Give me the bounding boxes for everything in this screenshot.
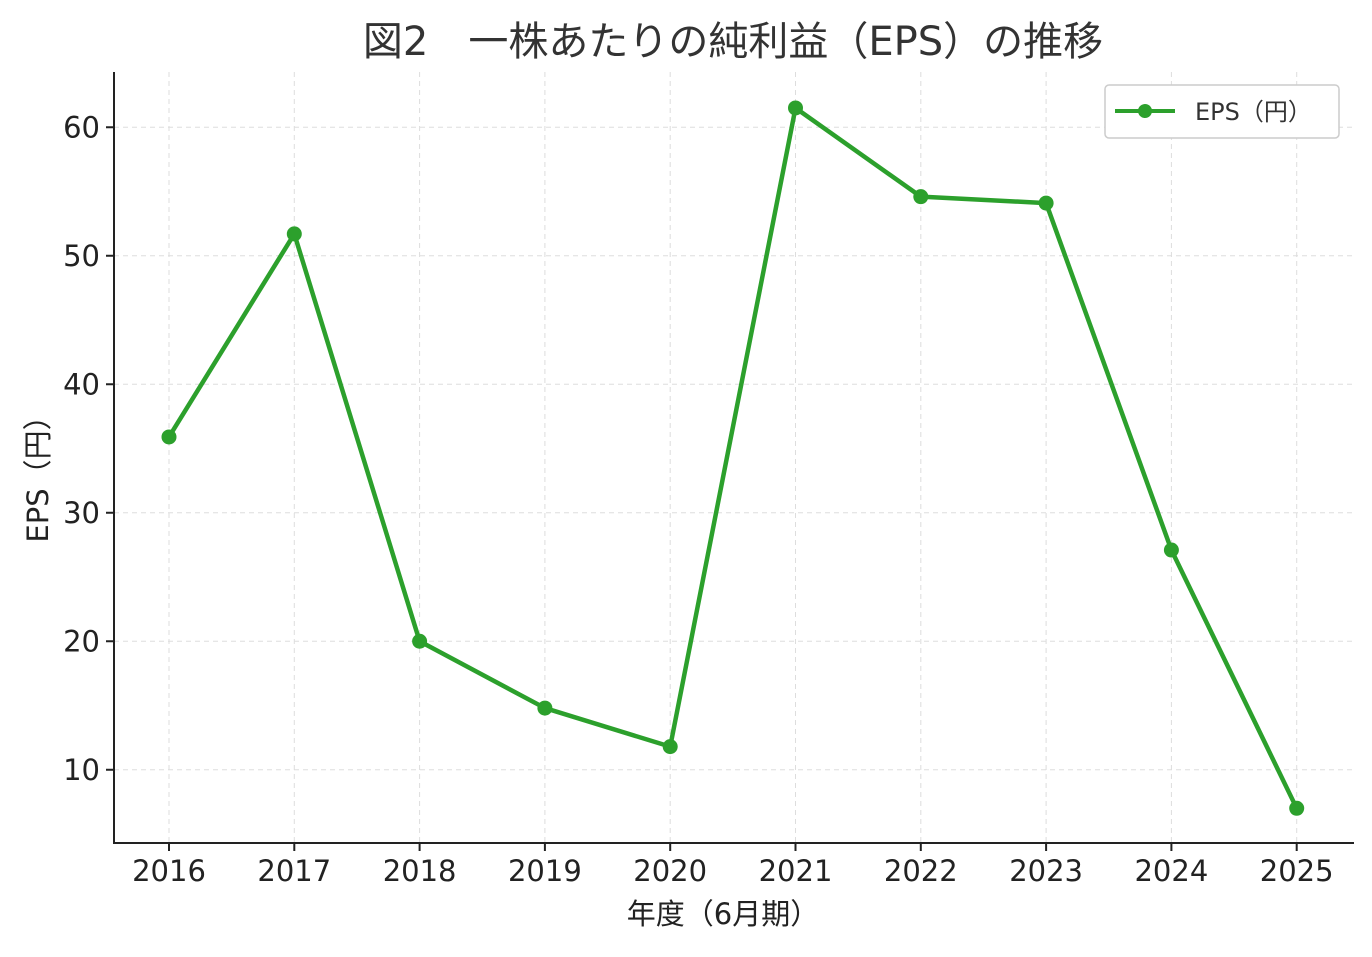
legend-marker-swatch	[1138, 104, 1152, 118]
series-group	[161, 100, 1305, 816]
y-tick-label: 40	[63, 367, 100, 401]
data-point-2016	[161, 429, 177, 445]
axes	[113, 72, 1354, 844]
y-tick-label: 20	[63, 624, 100, 658]
data-point-2017	[286, 226, 302, 242]
x-tick-label: 2024	[1134, 854, 1208, 888]
y-tick-label: 30	[63, 496, 100, 530]
x-tick-label: 2017	[257, 854, 331, 888]
x-axis-label: 年度（6月期）	[627, 897, 819, 931]
x-tick-label: 2018	[383, 854, 457, 888]
data-point-2025	[1289, 800, 1305, 816]
data-point-2019	[537, 700, 553, 716]
y-ticks: 10 20 30 40 50 60	[63, 110, 114, 787]
data-point-2023	[1038, 195, 1054, 211]
y-tick-label: 50	[63, 239, 100, 273]
x-tick-label: 2020	[633, 854, 707, 888]
data-point-2018	[412, 633, 428, 649]
x-tick-label: 2021	[759, 854, 833, 888]
y-axis-label: EPS（円）	[21, 401, 55, 542]
x-tick-label: 2022	[884, 854, 958, 888]
legend-label: EPS（円）	[1195, 98, 1312, 126]
x-tick-label: 2025	[1260, 854, 1334, 888]
data-point-2022	[913, 189, 929, 205]
legend: EPS（円）	[1104, 84, 1340, 139]
series-line-eps	[166, 105, 1299, 811]
x-ticks: 2016 2017 2018 2019 2020 2021 2022 2023 2024 2025	[132, 843, 1334, 888]
data-point-2020	[662, 739, 678, 755]
y-tick-label: 60	[63, 110, 100, 144]
data-point-2021	[788, 100, 803, 116]
x-tick-label: 2016	[132, 854, 206, 888]
x-tick-label: 2023	[1009, 854, 1083, 888]
x-tick-label: 2019	[508, 854, 582, 888]
y-tick-label: 10	[63, 753, 100, 787]
legend-box	[1104, 84, 1340, 139]
chart-title: 図2 一株あたりの純利益（EPS）の推移	[363, 19, 1103, 65]
data-point-2024	[1163, 542, 1179, 558]
